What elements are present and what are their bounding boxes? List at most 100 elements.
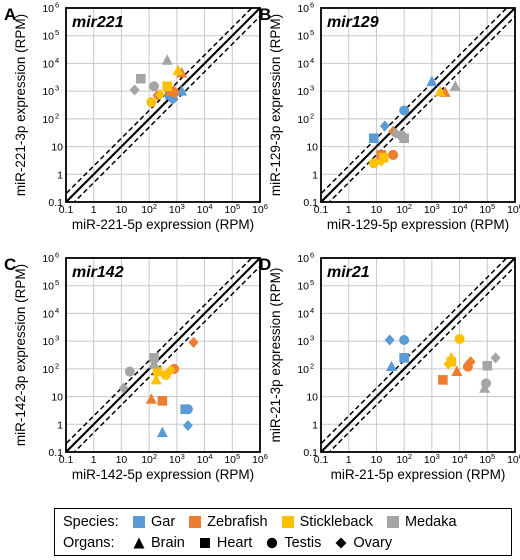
point-gar-testis <box>182 404 193 415</box>
fold-line-lower <box>328 15 515 202</box>
legend-label-heart: Heart <box>216 535 253 551</box>
point-gar-ovary <box>384 334 395 346</box>
x-tick-label: 104 <box>452 202 468 216</box>
y-tick-label: 10 <box>51 142 63 154</box>
gene-title: mir129 <box>327 14 379 31</box>
y-tick-exponent: 6 <box>55 1 59 10</box>
x-tick-label: 106 <box>507 202 520 216</box>
x-tick-label: 10 <box>116 454 128 466</box>
y-tick-exponent: 2 <box>55 361 59 370</box>
legend-item-brain: Brain <box>133 535 185 551</box>
point-medaka-testis <box>481 378 492 389</box>
triangle-icon <box>133 537 145 549</box>
y-tick-label: 10 <box>42 364 54 376</box>
point-stickleback-ovary <box>165 364 176 376</box>
point-gar-testis <box>399 334 410 345</box>
gene-title: mir221 <box>72 14 124 31</box>
x-tick-label: 1 <box>346 204 352 216</box>
y-tick-label: 1 <box>57 169 63 181</box>
x-axis-label: miR-221-5p expression (RPM) <box>72 217 254 232</box>
y-tick-exponent: 4 <box>310 56 314 65</box>
point-stickleback-brain <box>150 373 162 385</box>
y-tick-label: 10 <box>297 308 309 320</box>
legend-item-stickleback: Stickleback <box>281 514 373 530</box>
point-medaka-ovary <box>129 84 140 96</box>
legend-item-gar: Gar <box>133 514 175 530</box>
gene-title: mir142 <box>72 264 124 281</box>
point-zebrafish-ovary <box>465 356 476 368</box>
point-gar-heart <box>368 133 379 144</box>
x-tick-label: 105 <box>479 452 495 466</box>
y-tick-label: 10 <box>297 31 309 43</box>
y-tick-label: 10 <box>42 114 54 126</box>
x-tick-label: 10 <box>116 204 128 216</box>
diagonal-lines <box>321 8 515 202</box>
point-medaka-testis <box>124 366 135 377</box>
point-zebrafish-testis <box>388 149 399 160</box>
x-tick-label: 104 <box>452 452 468 466</box>
y-tick-label: 10 <box>42 86 54 98</box>
y-tick-exponent: 5 <box>310 278 314 287</box>
y-tick-exponent: 2 <box>55 111 59 120</box>
fold-line-upper <box>66 8 253 195</box>
y-axis-label: miR-221-3p expression (RPM) <box>13 14 28 196</box>
y-tick-exponent: 3 <box>310 84 314 93</box>
identity-line <box>66 8 260 202</box>
panel-b: 0.10.11110101021021031031041041051051061… <box>259 1 520 233</box>
y-tick-label: 10 <box>42 253 54 265</box>
panel-letter: B <box>259 5 271 24</box>
legend-swatch-medaka <box>386 516 399 528</box>
panel-d: 0.10.11110101021021031031041041051051061… <box>259 251 520 483</box>
y-tick-exponent: 4 <box>55 306 59 315</box>
point-medaka-heart <box>136 73 146 84</box>
point-medaka-brain <box>449 80 461 91</box>
y-axis-label: miR-142-3p expression (RPM) <box>13 264 28 446</box>
legend: Species: Gar Zebrafish Stickleback Medak… <box>54 508 512 556</box>
diagonal-lines <box>321 258 515 452</box>
point-medaka-ovary <box>490 352 501 364</box>
legend-label-medaka: Medaka <box>404 514 457 530</box>
plot-frame <box>65 257 261 453</box>
y-tick-label: 10 <box>42 336 54 348</box>
point-zebrafish-ovary <box>188 336 199 348</box>
y-tick-exponent: 2 <box>310 361 314 370</box>
point-medaka-brain <box>148 357 160 369</box>
y-tick-exponent: 4 <box>310 306 314 315</box>
panel-letter: A <box>4 5 16 24</box>
point-medaka-ovary <box>118 382 129 394</box>
legend-item-testis: Testis <box>266 535 321 551</box>
point-stickleback-brain <box>434 85 446 97</box>
y-tick-exponent: 5 <box>55 28 59 37</box>
x-tick-label: 1 <box>91 204 97 216</box>
x-tick-label: 102 <box>396 202 412 216</box>
y-tick-label: 0.1 <box>48 197 63 209</box>
point-medaka-brain <box>161 54 173 65</box>
plot-frame <box>320 257 516 453</box>
square-icon <box>199 538 210 548</box>
legend-swatch-stickleback <box>281 516 294 528</box>
y-tick-label: 10 <box>297 336 309 348</box>
x-tick-label: 0.1 <box>314 454 329 466</box>
point-zebrafish-brain <box>145 393 157 404</box>
fold-line-upper <box>66 258 253 445</box>
x-tick-label: 102 <box>396 452 412 466</box>
y-tick-label: 10 <box>297 281 309 293</box>
gene-title: mir21 <box>327 264 370 281</box>
point-gar-ovary <box>182 420 193 432</box>
legend-organs-row: Organs: Brain Heart Testis Ovary <box>63 533 406 553</box>
x-tick-label: 106 <box>252 202 268 216</box>
x-tick-label: 105 <box>479 202 495 216</box>
point-gar-brain <box>156 426 168 438</box>
fold-line-lower <box>73 265 260 452</box>
legend-species-row: Species: Gar Zebrafish Stickleback Medak… <box>63 512 471 532</box>
point-gar-brain <box>386 360 398 372</box>
plot-frame <box>65 7 261 203</box>
x-tick-label: 1 <box>346 454 352 466</box>
x-tick-label: 105 <box>224 202 240 216</box>
point-gar-testis <box>399 105 410 116</box>
plot-frame <box>320 7 516 203</box>
legend-label-zebrafish: Zebrafish <box>207 514 268 530</box>
y-tick-label: 10 <box>297 253 309 265</box>
